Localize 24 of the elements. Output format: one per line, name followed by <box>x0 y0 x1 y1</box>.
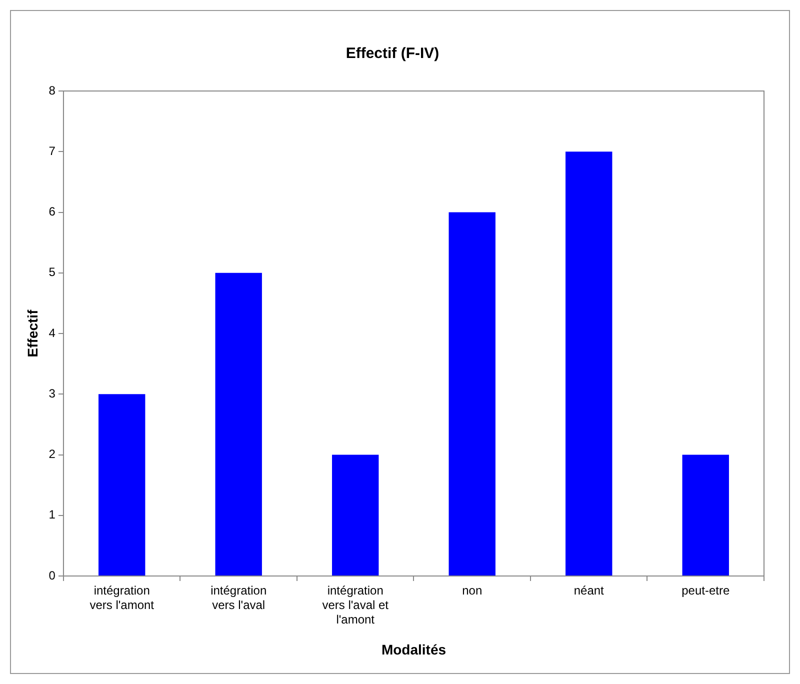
x-tick-label: intégration vers l'aval <box>210 584 267 612</box>
y-tick-label: 4 <box>48 326 56 340</box>
y-tick-label: 2 <box>48 447 56 462</box>
y-tick-label: 0 <box>48 568 56 582</box>
y-tick-label: 3 <box>48 386 56 400</box>
y-tick-label: 8 <box>48 83 56 98</box>
bar <box>98 394 146 576</box>
x-tick-label: intégration vers l'amont <box>90 584 155 612</box>
chart-title: Effectif (F-IV) <box>346 45 440 62</box>
bar <box>448 212 496 576</box>
y-axis-title: Effectif <box>24 309 40 358</box>
y-tick-label: 7 <box>48 144 56 158</box>
bar <box>566 152 612 576</box>
bar <box>332 454 379 576</box>
x-axis-title: Modalités <box>381 641 446 658</box>
x-tick-label: peut-etre <box>682 584 730 598</box>
x-tick-label: néant <box>574 584 605 598</box>
y-tick-label: 5 <box>48 265 56 280</box>
x-tick-label: intégration vers l'aval et l'amont <box>322 584 390 626</box>
bar <box>682 454 729 576</box>
y-tick-label: 1 <box>48 508 56 522</box>
x-tick-label: non <box>462 584 482 598</box>
y-tick-label: 6 <box>48 204 56 219</box>
bar <box>215 272 262 576</box>
